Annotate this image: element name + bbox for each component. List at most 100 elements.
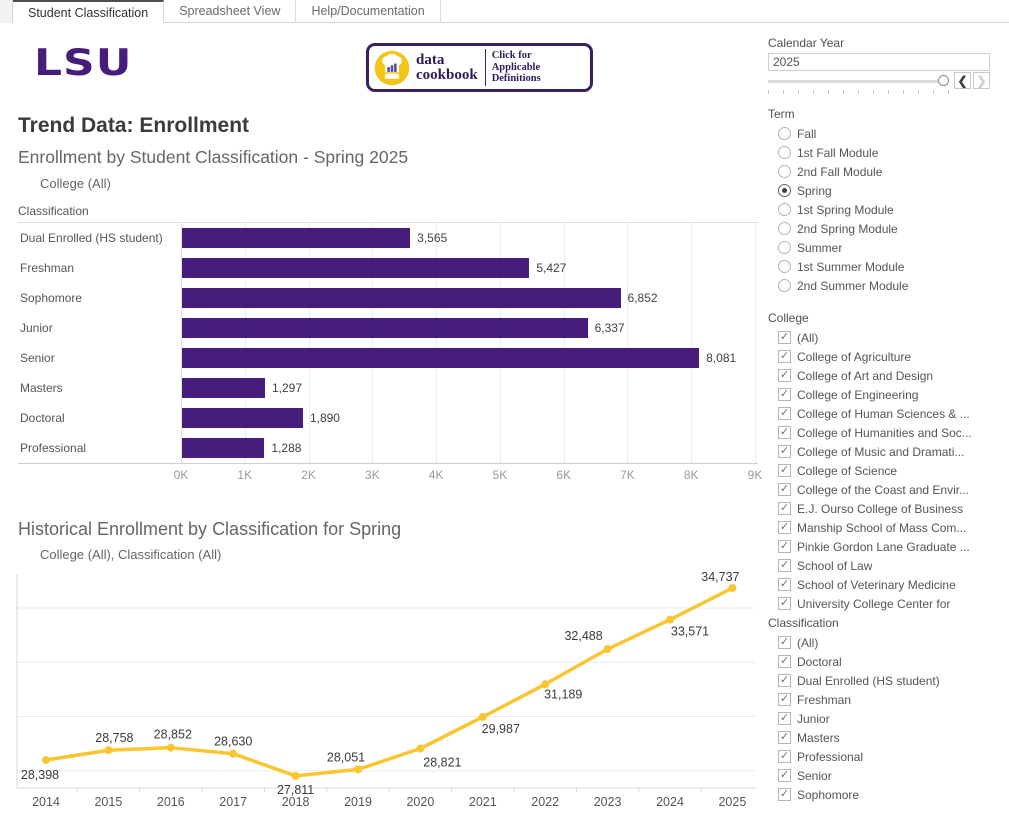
data-point-2023[interactable] [603,645,612,654]
data-point-2016[interactable] [166,743,175,752]
checkbox-checked[interactable]: ✓ [778,540,791,553]
classification-option-senior[interactable]: ✓ Senior [766,766,1009,785]
college-option-college-of-humanities-and-soc-[interactable]: ✓ College of Humanities and Soc... [766,423,1009,442]
radio[interactable] [778,146,791,159]
checkbox-checked[interactable]: ✓ [778,750,791,763]
bar-dual-enrolled-hs-student-[interactable] [182,228,411,248]
bar-row-professional: Professional 1,288 [18,433,758,463]
checkbox-checked[interactable]: ✓ [778,655,791,668]
term-option-2nd-summer-module[interactable]: 2nd Summer Module [766,276,1009,295]
term-option-summer[interactable]: Summer [766,238,1009,257]
term-option-spring[interactable]: Spring [766,181,1009,200]
bar-doctoral[interactable] [182,408,303,428]
bar-senior[interactable] [182,348,700,368]
data-point-2017[interactable] [229,749,238,758]
checkbox-checked[interactable]: ✓ [778,388,791,401]
filter-sidebar: Calendar Year ❮ ❯ Term Fall 1st Fall Modu… [766,0,1009,828]
slider-track[interactable] [768,80,944,83]
term-option-2nd-spring-module[interactable]: 2nd Spring Module [766,219,1009,238]
tab-student-classification[interactable]: Student Classification [13,0,165,23]
term-option-1st-summer-module[interactable]: 1st Summer Module [766,257,1009,276]
classification-option-junior[interactable]: ✓ Junior [766,709,1009,728]
classification-option-freshman[interactable]: ✓ Freshman [766,690,1009,709]
bar-sophomore[interactable] [182,288,621,308]
college-option--all-[interactable]: ✓ (All) [766,328,1009,347]
data-point-2022[interactable] [541,680,550,689]
slider-knob[interactable] [938,75,949,86]
term-option-1st-fall-module[interactable]: 1st Fall Module [766,143,1009,162]
term-option-1st-spring-module[interactable]: 1st Spring Module [766,200,1009,219]
checkbox-checked[interactable]: ✓ [778,369,791,382]
data-point-2014[interactable] [42,756,50,764]
college-option-college-of-agriculture[interactable]: ✓ College of Agriculture [766,347,1009,366]
calendar-year-slider[interactable]: ❮ ❯ [768,72,990,89]
checkbox-checked[interactable]: ✓ [778,464,791,477]
calendar-year-input[interactable] [768,53,990,71]
checkbox-checked[interactable]: ✓ [778,521,791,534]
college-option-college-of-science[interactable]: ✓ College of Science [766,461,1009,480]
term-option-2nd-fall-module[interactable]: 2nd Fall Module [766,162,1009,181]
checkbox-checked[interactable]: ✓ [778,483,791,496]
bar-freshman[interactable] [182,258,530,278]
checkbox-checked[interactable]: ✓ [778,407,791,420]
classification-option--all-[interactable]: ✓ (All) [766,633,1009,652]
college-option-pinkie-gordon-lane-graduate-[interactable]: ✓ Pinkie Gordon Lane Graduate ... [766,537,1009,556]
classification-option-dual-enrolled-hs-student-[interactable]: ✓ Dual Enrolled (HS student) [766,671,1009,690]
option-label: 2nd Fall Module [797,164,883,179]
checkbox-checked[interactable]: ✓ [778,426,791,439]
checkbox-checked[interactable]: ✓ [778,636,791,649]
college-option-college-of-the-coast-and-envir-[interactable]: ✓ College of the Coast and Envir... [766,480,1009,499]
tab-spreadsheet-view[interactable]: Spreadsheet View [164,0,297,22]
checkbox-checked[interactable]: ✓ [778,731,791,744]
radio[interactable] [778,165,791,178]
checkbox-checked[interactable]: ✓ [778,597,791,610]
college-option-college-of-music-and-dramati-[interactable]: ✓ College of Music and Dramati... [766,442,1009,461]
bar-junior[interactable] [182,318,588,338]
checkbox-checked[interactable]: ✓ [778,445,791,458]
college-option-school-of-veterinary-medicine[interactable]: ✓ School of Veterinary Medicine [766,575,1009,594]
college-option-college-of-art-and-design[interactable]: ✓ College of Art and Design [766,366,1009,385]
slider-prev-button[interactable]: ❮ [954,72,971,89]
data-point-2018[interactable] [291,771,300,780]
checkbox-checked[interactable]: ✓ [778,578,791,591]
slider-next-button[interactable]: ❯ [973,72,990,89]
checkbox-checked[interactable]: ✓ [778,693,791,706]
data-cookbook-badge[interactable]: data cookbook Click for Applicable Defin… [366,43,593,92]
data-point-2015[interactable] [104,746,113,755]
college-option-college-of-engineering[interactable]: ✓ College of Engineering [766,385,1009,404]
radio[interactable] [778,222,791,235]
data-point-2024[interactable] [666,615,674,624]
classification-option-doctoral[interactable]: ✓ Doctoral [766,652,1009,671]
checkbox-checked[interactable]: ✓ [778,712,791,725]
checkbox-checked[interactable]: ✓ [778,350,791,363]
data-point-2020[interactable] [416,744,425,753]
data-point-2021[interactable] [478,712,487,721]
tab-help-documentation[interactable]: Help/Documentation [296,0,441,22]
data-point-2019[interactable] [354,765,362,774]
checkbox-checked[interactable]: ✓ [778,502,791,515]
classification-option-sophomore[interactable]: ✓ Sophomore [766,785,1009,804]
bar-masters[interactable] [182,378,265,398]
radio[interactable] [778,203,791,216]
term-option-fall[interactable]: Fall [766,124,1009,143]
data-point-2025[interactable] [728,584,737,593]
bar-professional[interactable] [182,438,265,458]
college-option-college-of-human-sciences-[interactable]: ✓ College of Human Sciences & ... [766,404,1009,423]
radio[interactable] [778,279,791,292]
checkbox-checked[interactable]: ✓ [778,788,791,801]
classification-option-professional[interactable]: ✓ Professional [766,747,1009,766]
radio[interactable] [778,127,791,140]
checkbox-checked[interactable]: ✓ [778,674,791,687]
college-option-manship-school-of-mass-com-[interactable]: ✓ Manship School of Mass Com... [766,518,1009,537]
radio[interactable] [778,260,791,273]
radio-selected[interactable] [778,184,791,197]
radio[interactable] [778,241,791,254]
checkbox-checked[interactable]: ✓ [778,559,791,572]
college-option-e-j-ourso-college-of-business[interactable]: ✓ E.J. Ourso College of Business [766,499,1009,518]
college-option-school-of-law[interactable]: ✓ School of Law [766,556,1009,575]
slider-tick [933,90,934,94]
college-option-university-college-center-for[interactable]: ✓ University College Center for [766,594,1009,611]
checkbox-checked[interactable]: ✓ [778,769,791,782]
classification-option-masters[interactable]: ✓ Masters [766,728,1009,747]
checkbox-checked[interactable]: ✓ [778,331,791,344]
